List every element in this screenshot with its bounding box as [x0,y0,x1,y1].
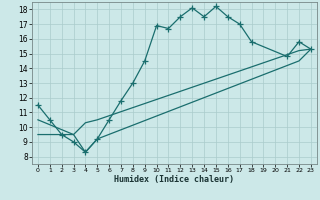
X-axis label: Humidex (Indice chaleur): Humidex (Indice chaleur) [115,175,234,184]
